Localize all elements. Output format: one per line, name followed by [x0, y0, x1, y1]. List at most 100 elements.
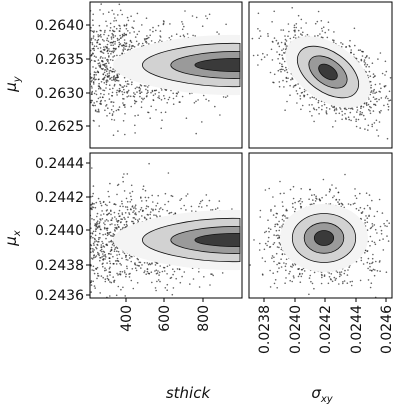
data-point	[103, 31, 106, 33]
data-point	[92, 236, 94, 239]
data-point	[98, 237, 100, 239]
data-point	[359, 279, 362, 282]
data-point	[113, 50, 116, 52]
data-point	[103, 222, 105, 224]
data-point	[155, 289, 157, 292]
data-point	[110, 219, 113, 221]
data-point	[333, 31, 335, 33]
data-point	[102, 253, 104, 255]
data-point	[123, 39, 126, 41]
data-point	[150, 40, 153, 42]
data-point	[259, 209, 262, 212]
data-point	[266, 244, 268, 247]
data-point	[349, 111, 352, 114]
data-point	[359, 111, 362, 113]
data-point	[124, 218, 126, 220]
data-point	[301, 201, 304, 203]
data-point	[273, 10, 276, 13]
data-point	[114, 216, 116, 218]
data-point	[118, 215, 120, 218]
data-point	[257, 28, 259, 30]
data-point	[342, 282, 344, 285]
data-point	[103, 246, 106, 248]
data-point	[154, 287, 157, 289]
data-point	[320, 273, 323, 276]
data-point	[299, 198, 302, 200]
data-point	[191, 210, 193, 212]
data-point	[102, 255, 105, 257]
data-point	[343, 280, 346, 282]
data-point	[379, 52, 382, 54]
data-point	[273, 256, 275, 259]
data-point	[314, 200, 317, 202]
data-point	[142, 185, 145, 187]
data-point	[99, 96, 101, 99]
data-point	[366, 261, 369, 264]
row-label-top-symbol: μ	[2, 82, 20, 93]
data-point	[301, 104, 304, 107]
data-point	[140, 207, 143, 209]
data-point	[154, 89, 156, 92]
data-point	[383, 104, 385, 107]
data-point	[113, 250, 116, 252]
data-point	[285, 258, 288, 261]
data-point	[106, 204, 108, 207]
data-point	[118, 41, 120, 44]
data-point	[321, 196, 323, 199]
data-point	[321, 108, 323, 111]
data-point	[346, 282, 349, 285]
data-point	[388, 222, 391, 224]
data-point	[104, 253, 106, 256]
data-point	[340, 42, 342, 44]
data-point	[100, 56, 102, 58]
data-point	[131, 26, 133, 29]
data-point	[172, 92, 174, 95]
data-point	[291, 280, 294, 283]
data-point	[321, 27, 323, 30]
data-point	[113, 233, 116, 236]
data-point	[100, 67, 103, 70]
data-point	[222, 96, 225, 98]
data-point	[376, 129, 378, 131]
data-point	[314, 35, 316, 37]
data-point	[382, 249, 385, 251]
data-point	[117, 183, 120, 186]
data-point	[112, 51, 115, 54]
data-point	[114, 77, 117, 79]
data-point	[117, 45, 120, 48]
data-point	[99, 43, 101, 46]
data-point	[198, 286, 201, 288]
data-point	[145, 199, 148, 202]
data-point	[97, 71, 100, 74]
data-point	[113, 20, 115, 22]
data-point	[98, 62, 101, 64]
data-point	[92, 206, 95, 209]
data-point	[364, 219, 366, 221]
data-point	[203, 276, 205, 278]
data-point	[93, 49, 95, 52]
data-point	[146, 268, 149, 270]
data-point	[364, 62, 367, 64]
contour-line	[141, 217, 241, 263]
data-point	[98, 222, 101, 225]
data-point	[258, 249, 261, 251]
data-point	[97, 34, 99, 36]
y-tick-label: 0.2630	[35, 86, 84, 102]
data-point	[123, 173, 125, 175]
data-point	[293, 210, 296, 213]
data-point	[388, 99, 390, 102]
data-point	[280, 258, 282, 261]
data-point	[164, 111, 167, 113]
data-point	[110, 210, 112, 212]
data-point	[92, 81, 95, 83]
row-label-bottom-subscript: x	[12, 230, 23, 237]
data-point	[355, 125, 358, 128]
data-point	[161, 119, 163, 121]
data-point	[257, 54, 259, 56]
data-point	[193, 102, 196, 104]
data-point	[111, 113, 114, 115]
data-point	[280, 68, 283, 71]
data-point	[105, 45, 107, 48]
data-point	[277, 234, 279, 236]
data-point	[137, 114, 139, 116]
